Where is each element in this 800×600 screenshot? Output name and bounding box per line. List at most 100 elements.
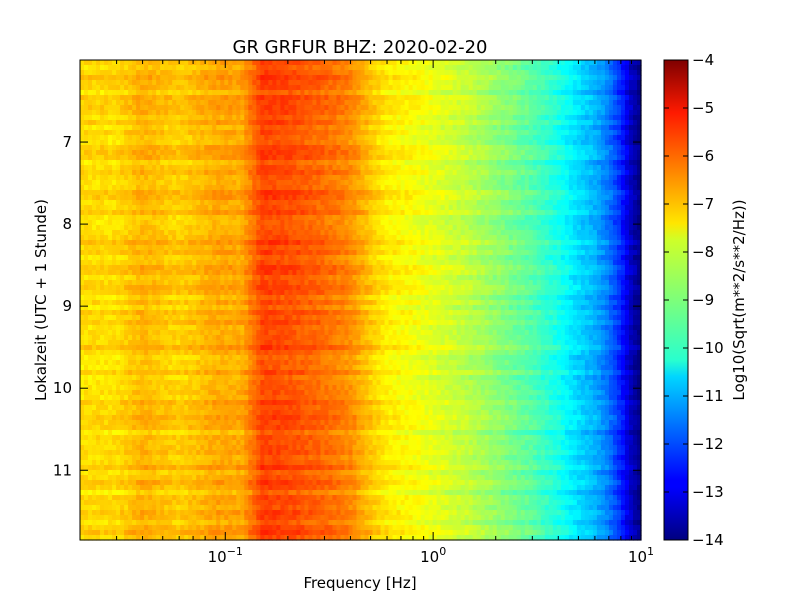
heatmap-cell [100, 155, 105, 161]
heatmap-cell [280, 240, 285, 246]
heatmap-cell [144, 145, 149, 151]
heatmap-cell [272, 245, 277, 251]
heatmap-cell [176, 380, 181, 386]
heatmap-cell [212, 480, 217, 486]
heatmap-cell [228, 340, 233, 346]
heatmap-cell [116, 150, 121, 156]
heatmap-cell [176, 210, 181, 216]
heatmap-cell [260, 95, 265, 101]
heatmap-cell [160, 490, 165, 496]
heatmap-cell [156, 115, 161, 121]
heatmap-cell [80, 475, 85, 481]
heatmap-cell [128, 400, 133, 406]
heatmap-cell [220, 185, 225, 191]
heatmap-cell [276, 535, 281, 541]
heatmap-cell [88, 520, 93, 526]
heatmap-cell [268, 205, 273, 211]
heatmap-cell [284, 120, 289, 126]
heatmap-cell [88, 535, 93, 541]
heatmap-cell [84, 325, 89, 331]
heatmap-cell [80, 305, 85, 311]
heatmap-cell [184, 285, 189, 291]
heatmap-cell [104, 65, 109, 71]
heatmap-cell [172, 125, 177, 131]
heatmap-cell [220, 220, 225, 226]
heatmap-cell [276, 140, 281, 146]
heatmap-cell [140, 215, 145, 221]
heatmap-cell [284, 530, 289, 536]
heatmap-cell [260, 320, 265, 326]
heatmap-cell [152, 410, 157, 416]
heatmap-cell [148, 495, 153, 501]
heatmap-cell [84, 380, 89, 386]
heatmap-cell [168, 175, 173, 181]
heatmap-cell [224, 455, 229, 461]
heatmap-cell [244, 180, 249, 186]
heatmap-cell [124, 170, 129, 176]
heatmap-cell [104, 455, 109, 461]
heatmap-cell [224, 215, 229, 221]
heatmap-cell [124, 440, 129, 446]
heatmap-cell [124, 525, 129, 531]
heatmap-cell [136, 310, 141, 316]
heatmap-cell [80, 105, 85, 111]
heatmap-cell [116, 145, 121, 151]
heatmap-cell [220, 440, 225, 446]
heatmap-cell [120, 305, 125, 311]
heatmap-cell [84, 415, 89, 421]
heatmap-cell [264, 270, 269, 276]
heatmap-cell [192, 400, 197, 406]
heatmap-cell [188, 355, 193, 361]
heatmap-cell [144, 480, 149, 486]
heatmap-cell [168, 85, 173, 91]
heatmap-cell [176, 265, 181, 271]
heatmap-cell [228, 205, 233, 211]
heatmap-cell [264, 245, 269, 251]
heatmap-cell [172, 85, 177, 91]
heatmap-cell [152, 205, 157, 211]
heatmap-cell [156, 435, 161, 441]
heatmap-cell [192, 205, 197, 211]
heatmap-cell [116, 100, 121, 106]
heatmap-cell [108, 495, 113, 501]
heatmap-cell [156, 320, 161, 326]
heatmap-cell [276, 150, 281, 156]
heatmap-cell [100, 315, 105, 321]
heatmap-cell [80, 485, 85, 491]
heatmap-cell [80, 400, 85, 406]
heatmap-cell [116, 190, 121, 196]
heatmap-cell [168, 195, 173, 201]
heatmap-cell [272, 335, 277, 341]
heatmap-cell [160, 280, 165, 286]
heatmap-cell [252, 145, 257, 151]
heatmap-cell [216, 80, 221, 86]
heatmap-cell [172, 325, 177, 331]
heatmap-cell [256, 515, 261, 521]
heatmap-cell [236, 510, 241, 516]
heatmap-cell [276, 495, 281, 501]
heatmap-cell [148, 325, 153, 331]
heatmap-cell [204, 125, 209, 131]
heatmap-cell [128, 465, 133, 471]
heatmap-cell [128, 100, 133, 106]
heatmap-cell [140, 325, 145, 331]
heatmap-cell [96, 185, 101, 191]
heatmap-cell [156, 230, 161, 236]
heatmap-cell [200, 500, 205, 506]
heatmap-cell [260, 465, 265, 471]
heatmap-cell [148, 300, 153, 306]
heatmap-cell [104, 425, 109, 431]
heatmap-cell [152, 450, 157, 456]
heatmap-cell [260, 355, 265, 361]
heatmap-cell [264, 345, 269, 351]
heatmap-cell [132, 220, 137, 226]
heatmap-cell [212, 410, 217, 416]
heatmap-cell [260, 425, 265, 431]
heatmap-cell [128, 345, 133, 351]
heatmap-cell [144, 345, 149, 351]
heatmap-cell [212, 420, 217, 426]
heatmap-cell [228, 110, 233, 116]
heatmap-cell [136, 60, 141, 66]
heatmap-cell [200, 265, 205, 271]
heatmap-cell [220, 90, 225, 96]
